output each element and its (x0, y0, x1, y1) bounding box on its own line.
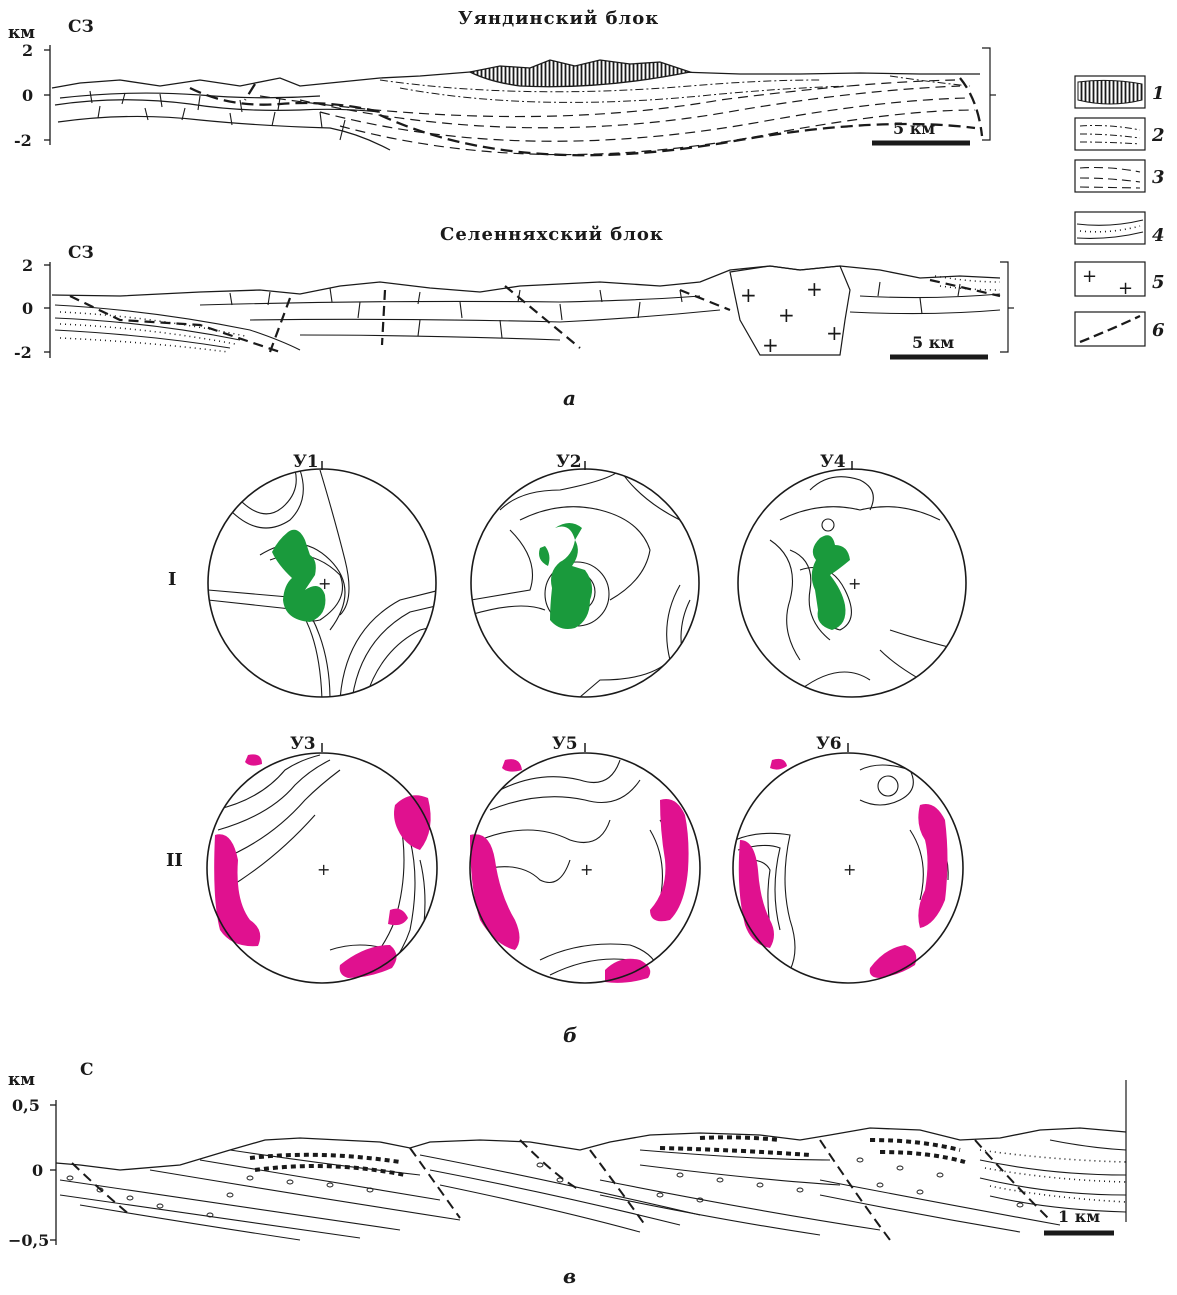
legend-num: 5 (1152, 272, 1165, 293)
scale-label-c: 1 км (1058, 1207, 1100, 1226)
tick-label: −0,5 (8, 1231, 49, 1250)
stereonet-u1: У1 + (207, 452, 437, 698)
tick-label: -2 (14, 343, 32, 362)
svg-text:+: + (848, 574, 861, 593)
svg-text:+: + (806, 277, 823, 301)
vertical-hatch-icon (1077, 79, 1143, 105)
dotted-band-icon (1076, 219, 1144, 239)
profile-title-a1: Уяндинский блок (458, 8, 659, 29)
net-label: У4 (820, 452, 846, 472)
profile-c: км С 0,5 0 −0,5 (8, 1060, 1127, 1250)
granite-intrusion (729, 265, 851, 356)
profile-uyandinsky: км СЗ Уяндинский блок 2 0 -2 (8, 8, 996, 157)
tick-label: -2 (14, 131, 32, 150)
unit-label-c: км (8, 1070, 35, 1090)
svg-text:+: + (1082, 266, 1097, 287)
net-label: У2 (556, 452, 582, 472)
row-label-I: I (168, 569, 176, 590)
caption-c: в (563, 1264, 576, 1288)
stereonet-u5: У5 + (469, 734, 701, 984)
stereonet-u2: У2 (470, 452, 700, 698)
tick-label: 0 (32, 1161, 43, 1180)
svg-text:+: + (580, 860, 593, 879)
legend-num: 2 (1151, 125, 1165, 146)
unit-label-a1: км (8, 23, 35, 43)
direction-label-a1: СЗ (68, 17, 94, 37)
dashed-lines-icon (1079, 166, 1141, 189)
caption-a: а (563, 386, 576, 410)
tick-label: 2 (22, 256, 33, 275)
svg-text:+: + (843, 860, 856, 879)
stereonet-u6: У6 + (732, 734, 964, 984)
unit1-body (468, 59, 693, 88)
caption-b: б (563, 1023, 577, 1047)
direction-label-c: С (80, 1060, 94, 1080)
legend-num: 4 (1152, 225, 1165, 246)
concentration-fill (272, 529, 326, 622)
svg-text:+: + (762, 333, 779, 357)
legend-num: 1 (1152, 83, 1165, 104)
tick-label: 0 (22, 86, 33, 105)
dash-dot-lines-icon (1079, 125, 1141, 145)
svg-text:+: + (317, 860, 330, 879)
svg-text:+: + (740, 283, 757, 307)
stereonet-u3: У3 + (206, 734, 438, 984)
direction-label-a2: СЗ (68, 243, 94, 263)
net-label: У5 (552, 734, 578, 754)
legend-num: 6 (1152, 320, 1165, 341)
svg-text:+: + (826, 321, 843, 345)
profile-selennyakhsky: СЗ Селенняхский блок 2 0 -2 (14, 224, 1014, 362)
topography-line (51, 65, 980, 89)
profile-title-a2: Селенняхский блок (440, 224, 664, 245)
net-label: У1 (293, 452, 319, 472)
svg-text:+: + (778, 303, 795, 327)
tick-label: 0,5 (12, 1096, 40, 1115)
legend: 1 2 3 4 ++ 5 6 (1074, 75, 1165, 347)
scale-label-a2: 5 км (912, 333, 954, 352)
legend-num: 3 (1152, 167, 1165, 188)
svg-text:+: + (1118, 278, 1133, 299)
scale-label-a1: 5 км (893, 119, 935, 138)
tick-label: 0 (22, 299, 33, 318)
net-label: У3 (290, 734, 316, 754)
bold-dashed-fault-icon (1079, 314, 1141, 344)
svg-text:+: + (318, 574, 331, 593)
tick-label: 2 (22, 41, 33, 60)
row-label-II: II (166, 850, 183, 871)
plus-granite-icon: ++ (1082, 266, 1133, 299)
net-label: У6 (816, 734, 842, 754)
stereonet-u4: У4 + (737, 452, 967, 698)
